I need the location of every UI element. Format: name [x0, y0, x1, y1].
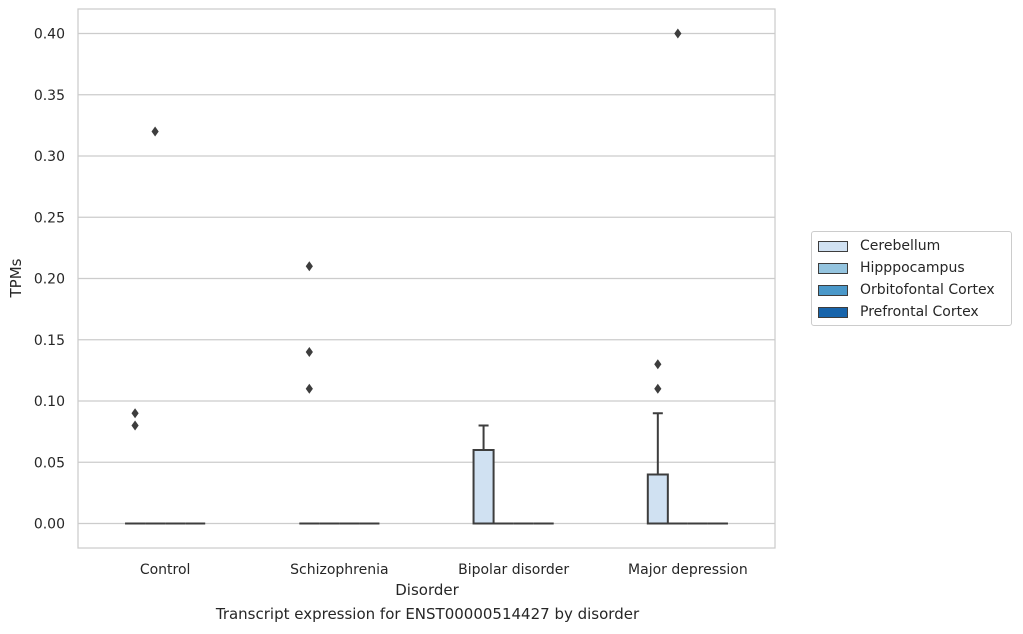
outlier-point	[131, 408, 139, 419]
x-tick-label: Schizophrenia	[290, 562, 388, 578]
y-tick-label: 0.20	[34, 272, 65, 288]
outlier-point	[305, 347, 313, 357]
box-cerebellum	[472, 424, 495, 525]
y-tick-label: 0.40	[34, 27, 65, 43]
box-hipppocampus	[667, 28, 688, 525]
y-tick-label: 0.00	[34, 517, 65, 533]
y-tick-label: 0.25	[34, 210, 65, 226]
legend-item-prefrontal-cortex: Prefrontal Cortex	[818, 302, 979, 322]
box-cerebellum	[646, 359, 669, 525]
legend-swatch-cerebellum	[818, 240, 848, 252]
legend-label-hippocampus: Hipppocampus	[860, 260, 965, 276]
outlier-point	[654, 359, 662, 370]
y-tick-labels: 0.00 0.05 0.10 0.15 0.20 0.25 0.30 0.35 0.40	[34, 27, 65, 533]
legend-swatch-hippocampus	[818, 262, 848, 274]
legend-item-cerebellum: Cerebellum	[818, 236, 940, 256]
box-hipppocampus	[145, 126, 166, 525]
outlier-point	[674, 28, 682, 39]
legend: Cerebellum Hipppocampus Orbitofontal Cor…	[811, 231, 1012, 326]
legend-item-orbitofrontal-cortex: Orbitofontal Cortex	[818, 280, 995, 300]
legend-label-orbitofrontal-cortex: Orbitofontal Cortex	[860, 282, 995, 298]
legend-swatch-prefrontal-cortex	[818, 306, 848, 318]
y-tick-label: 0.15	[34, 333, 65, 349]
chart-caption: Transcript expression for ENST0000051442…	[215, 605, 640, 623]
outlier-point	[654, 383, 662, 394]
y-tick-label: 0.05	[34, 455, 65, 471]
y-axis-label: TPMs	[7, 258, 25, 298]
outlier-point	[305, 261, 313, 272]
y-tick-label: 0.30	[34, 149, 65, 165]
y-tick-label: 0.10	[34, 394, 65, 410]
outlier-point	[151, 126, 159, 137]
plot-frame	[77, 8, 776, 549]
x-axis-label: Disorder	[395, 581, 459, 599]
x-tick-label: Major depression	[628, 562, 748, 578]
box-body	[472, 449, 495, 525]
y-tick-label: 0.35	[34, 88, 65, 104]
box-groups	[125, 28, 728, 525]
x-tick-labels: Control Schizophrenia Bipolar disorder Majo…	[140, 562, 748, 578]
box-cerebellum	[125, 408, 146, 525]
legend-label-prefrontal-cortex: Prefrontal Cortex	[860, 304, 979, 320]
legend-item-hippocampus: Hipppocampus	[818, 258, 965, 278]
outlier-point	[131, 420, 139, 431]
box-body	[646, 473, 669, 525]
legend-swatch-orbitofrontal-cortex	[818, 284, 848, 296]
box-cerebellum	[299, 261, 320, 525]
x-tick-label: Bipolar disorder	[458, 562, 569, 578]
outlier-point	[305, 383, 313, 394]
legend-label-cerebellum: Cerebellum	[860, 238, 941, 254]
x-tick-label: Control	[140, 562, 191, 578]
